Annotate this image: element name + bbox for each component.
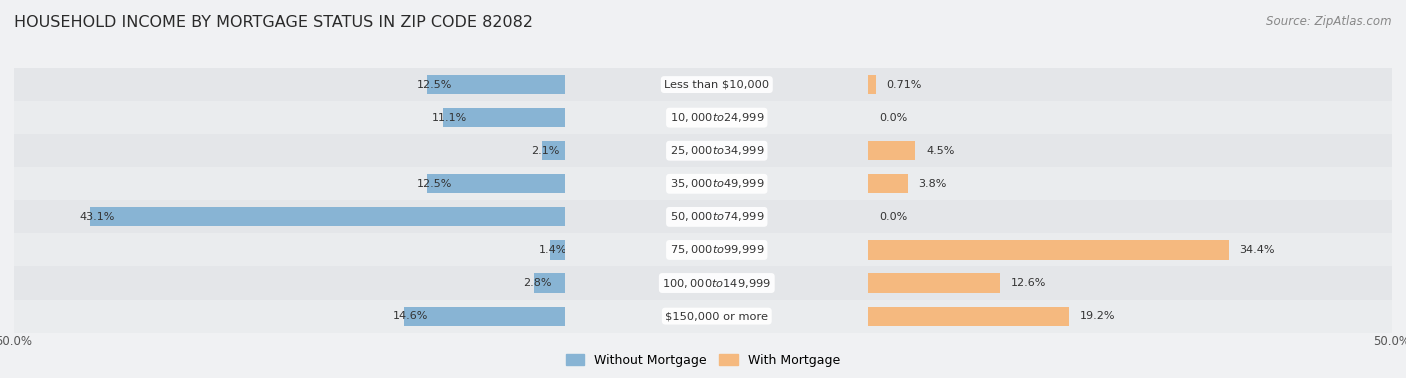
Bar bbox=[869, 240, 1229, 260]
Bar bbox=[815, 266, 1392, 299]
Text: 2.1%: 2.1% bbox=[531, 146, 560, 156]
Text: 0.0%: 0.0% bbox=[879, 212, 907, 222]
Text: 19.2%: 19.2% bbox=[1080, 311, 1115, 321]
Bar bbox=[14, 101, 620, 134]
Bar bbox=[413, 167, 1019, 200]
Bar bbox=[815, 300, 1392, 333]
Bar bbox=[815, 134, 1392, 167]
Bar bbox=[14, 68, 620, 101]
Bar bbox=[413, 101, 1019, 134]
Bar bbox=[14, 266, 620, 299]
Bar bbox=[815, 68, 1392, 101]
Bar bbox=[815, 200, 1392, 234]
Bar bbox=[413, 266, 1019, 299]
Bar bbox=[14, 200, 620, 234]
Text: 43.1%: 43.1% bbox=[79, 212, 114, 222]
Text: $150,000 or more: $150,000 or more bbox=[665, 311, 768, 321]
Text: $100,000 to $149,999: $100,000 to $149,999 bbox=[662, 277, 772, 290]
Bar bbox=[413, 200, 1019, 234]
Bar bbox=[869, 75, 876, 94]
Text: Less than $10,000: Less than $10,000 bbox=[664, 80, 769, 90]
Bar bbox=[869, 141, 915, 160]
Text: 1.4%: 1.4% bbox=[538, 245, 567, 255]
Text: 14.6%: 14.6% bbox=[394, 311, 429, 321]
Bar bbox=[427, 75, 565, 94]
Bar bbox=[443, 108, 565, 127]
Bar bbox=[90, 207, 565, 226]
Bar bbox=[869, 307, 1070, 326]
Bar bbox=[869, 174, 908, 194]
Bar bbox=[815, 234, 1392, 266]
Text: 4.5%: 4.5% bbox=[927, 146, 955, 156]
Text: 0.0%: 0.0% bbox=[879, 113, 907, 122]
Bar bbox=[413, 68, 1019, 101]
Text: 0.71%: 0.71% bbox=[886, 80, 921, 90]
Bar bbox=[550, 240, 565, 260]
Bar bbox=[14, 134, 620, 167]
Bar bbox=[815, 101, 1392, 134]
Bar bbox=[14, 167, 620, 200]
Text: $35,000 to $49,999: $35,000 to $49,999 bbox=[669, 177, 763, 190]
Bar bbox=[405, 307, 565, 326]
Bar bbox=[14, 300, 620, 333]
Bar bbox=[413, 300, 1019, 333]
Bar bbox=[427, 174, 565, 194]
Text: 12.5%: 12.5% bbox=[416, 179, 451, 189]
Text: HOUSEHOLD INCOME BY MORTGAGE STATUS IN ZIP CODE 82082: HOUSEHOLD INCOME BY MORTGAGE STATUS IN Z… bbox=[14, 15, 533, 30]
Bar bbox=[815, 167, 1392, 200]
Bar bbox=[413, 134, 1019, 167]
Legend: Without Mortgage, With Mortgage: Without Mortgage, With Mortgage bbox=[561, 349, 845, 372]
Text: $25,000 to $34,999: $25,000 to $34,999 bbox=[669, 144, 763, 157]
Text: $50,000 to $74,999: $50,000 to $74,999 bbox=[669, 211, 763, 223]
Bar bbox=[869, 273, 1000, 293]
Text: 2.8%: 2.8% bbox=[523, 278, 551, 288]
Bar bbox=[14, 234, 620, 266]
Bar bbox=[543, 141, 565, 160]
Text: 3.8%: 3.8% bbox=[918, 179, 948, 189]
Text: Source: ZipAtlas.com: Source: ZipAtlas.com bbox=[1267, 15, 1392, 28]
Bar bbox=[534, 273, 565, 293]
Text: 11.1%: 11.1% bbox=[432, 113, 467, 122]
Text: $75,000 to $99,999: $75,000 to $99,999 bbox=[669, 243, 763, 256]
Text: 12.5%: 12.5% bbox=[416, 80, 451, 90]
Text: $10,000 to $24,999: $10,000 to $24,999 bbox=[669, 111, 763, 124]
Text: 12.6%: 12.6% bbox=[1011, 278, 1046, 288]
Bar bbox=[413, 234, 1019, 266]
Text: 34.4%: 34.4% bbox=[1239, 245, 1275, 255]
